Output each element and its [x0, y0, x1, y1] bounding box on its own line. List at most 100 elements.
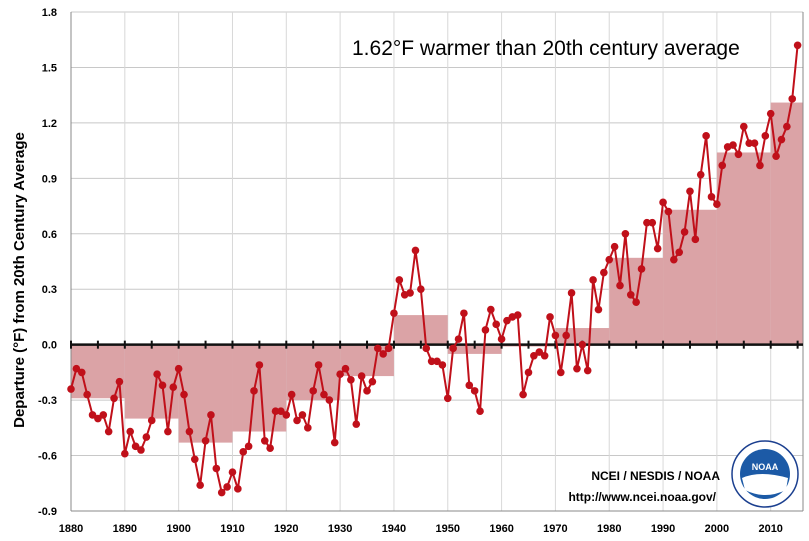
data-point	[476, 407, 484, 416]
data-point	[589, 276, 597, 284]
data-point	[583, 366, 592, 375]
x-tick-label: 1970	[543, 523, 567, 535]
credit-line-2: http://www.ncei.noaa.gov/	[568, 490, 716, 504]
data-point	[643, 218, 651, 227]
data-point	[363, 387, 371, 395]
data-point	[411, 246, 420, 255]
data-point	[99, 411, 108, 419]
decadal-bar	[340, 344, 394, 377]
data-point	[104, 427, 113, 436]
data-point	[492, 320, 501, 329]
data-point	[217, 488, 226, 497]
data-point	[530, 351, 538, 360]
data-point	[438, 361, 447, 369]
data-point	[540, 351, 549, 360]
data-point	[174, 364, 183, 373]
decadal-bar	[716, 152, 771, 345]
data-point	[524, 368, 533, 377]
data-point	[713, 200, 721, 209]
data-point	[417, 285, 425, 294]
data-point	[271, 407, 280, 416]
decadal-bar	[447, 344, 502, 354]
data-point	[546, 313, 554, 321]
data-point	[729, 141, 737, 149]
axes: -0.9 -0.6 -0.3 0.0 0.3 0.6 0.9 1.2 1.5 1.8 1880 189…	[38, 7, 804, 535]
x-tick-label: 1900	[166, 523, 190, 535]
data-point	[137, 446, 145, 454]
data-point	[395, 276, 404, 284]
data-point	[223, 483, 231, 491]
data-point	[201, 436, 210, 445]
series-line	[67, 41, 802, 497]
credit-line-1: NCEI / NESDIS / NOAA	[591, 469, 720, 483]
data-point	[115, 377, 124, 386]
y-tick-label: 0.3	[42, 284, 57, 296]
data-point	[352, 420, 361, 428]
decadal-bar	[663, 209, 717, 345]
decadal-bar	[393, 315, 448, 345]
data-point	[626, 290, 635, 299]
data-point	[373, 344, 382, 353]
data-point	[255, 361, 264, 369]
data-point	[745, 139, 753, 148]
data-point	[605, 255, 614, 264]
data-point	[330, 438, 339, 447]
data-point	[212, 464, 221, 473]
data-point	[185, 427, 194, 436]
data-point	[207, 411, 215, 419]
data-point	[309, 387, 318, 395]
decadal-bars	[71, 102, 803, 443]
data-point	[239, 448, 248, 456]
data-point	[551, 331, 560, 340]
data-point	[427, 357, 436, 366]
data-point	[481, 326, 490, 334]
data-point	[707, 193, 716, 201]
x-tick-label: 1940	[382, 523, 406, 535]
data-point	[110, 394, 118, 403]
data-point	[406, 289, 414, 297]
x-tick-label: 2000	[705, 523, 729, 535]
data-point	[653, 244, 662, 253]
data-point	[777, 135, 786, 144]
data-point	[298, 411, 307, 419]
data-point	[573, 364, 581, 373]
x-tick-label: 1930	[328, 523, 352, 535]
data-point	[793, 41, 802, 50]
x-tick-label: 1950	[436, 523, 460, 535]
data-point	[594, 305, 603, 314]
x-tick-label: 1980	[597, 523, 621, 535]
data-point	[761, 132, 770, 140]
data-point	[578, 340, 587, 349]
data-point	[196, 481, 204, 489]
data-point	[228, 468, 237, 476]
data-point	[675, 248, 684, 257]
data-point	[556, 368, 565, 377]
data-point	[632, 298, 640, 306]
data-point	[282, 411, 291, 419]
data-point	[465, 381, 474, 390]
x-tick-label: 1880	[59, 523, 83, 535]
data-point	[503, 316, 511, 325]
decadal-bar	[232, 344, 287, 432]
data-point	[680, 228, 689, 236]
y-tick-label: 0.6	[42, 229, 57, 241]
data-point	[648, 218, 657, 227]
data-point	[696, 170, 705, 179]
data-point	[304, 424, 312, 432]
data-point	[610, 242, 619, 251]
y-tick-label: 1.8	[42, 7, 57, 19]
data-point	[686, 187, 694, 196]
data-point	[535, 348, 544, 356]
data-point	[664, 207, 673, 216]
data-point	[126, 427, 135, 436]
y-tick-label: -0.9	[38, 506, 57, 518]
data-point	[320, 390, 328, 399]
data-point	[637, 265, 646, 273]
data-point	[487, 305, 495, 314]
y-tick-label: 1.2	[42, 118, 57, 130]
data-point	[153, 370, 161, 379]
data-point	[702, 132, 710, 140]
data-point	[497, 335, 506, 343]
logo-text: NOAA	[752, 462, 779, 472]
